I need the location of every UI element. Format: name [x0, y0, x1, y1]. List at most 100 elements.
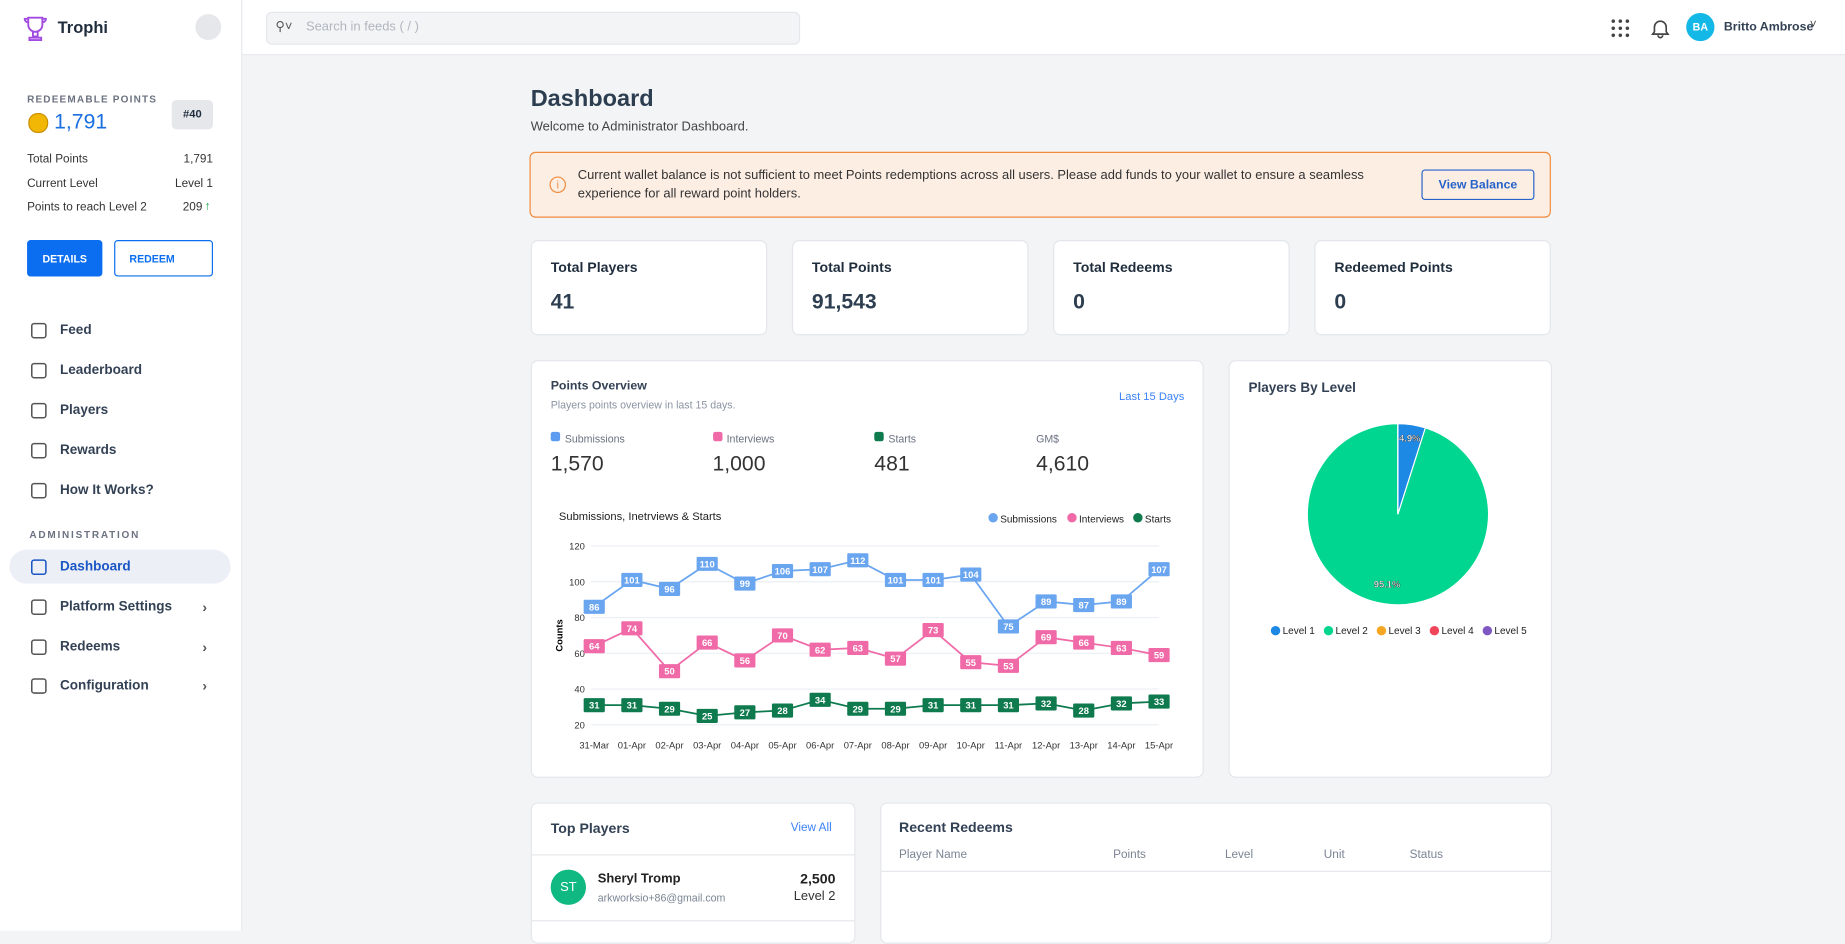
column-header: Level [1224, 848, 1254, 862]
series-line [593, 559, 1160, 628]
nav-label: Redeems [60, 639, 121, 654]
overview-title: Points Overview [550, 378, 647, 394]
point-label: 50 [664, 666, 674, 677]
x-tick-label: 12-Apr [1032, 739, 1060, 750]
nav-item-active[interactable]: Dashboard [9, 549, 231, 584]
summary-value: 1,000 [712, 451, 766, 476]
overview-subtitle-text: Players points overview in last 15 days. [550, 398, 736, 411]
stat-label: Points to reach Level 2 [27, 201, 147, 215]
legend-label: Level 4 [1441, 626, 1474, 637]
range-link[interactable]: Last 15 Days [1119, 390, 1185, 404]
nav-item[interactable]: Redeems › [9, 630, 230, 664]
nav-item[interactable]: Platform Settings › [9, 590, 230, 624]
point-label-box [1110, 696, 1132, 711]
point-label-box [621, 621, 643, 636]
point-label: 57 [890, 653, 900, 664]
stat-card [791, 240, 1029, 336]
chevron: › [202, 677, 208, 694]
nav-icon [31, 598, 47, 615]
summary-swatch [874, 431, 884, 442]
point-label: 56 [740, 655, 750, 666]
point-label-box [734, 705, 756, 720]
view-all-link[interactable]: View All [790, 821, 832, 835]
point-label-box [583, 639, 605, 654]
point-label-box [884, 701, 907, 716]
stat-card [530, 240, 768, 336]
point-label: 112 [850, 555, 865, 566]
nav-item[interactable]: Configuration › [9, 668, 230, 702]
x-tick-label: 06-Apr [806, 739, 834, 750]
player-name[interactable]: Sheryl Tromp [597, 871, 681, 887]
point-label-box [922, 698, 944, 713]
point-label-box [809, 692, 831, 707]
legend-marker [1429, 626, 1440, 636]
legend-marker [1323, 626, 1334, 636]
y-axis-label: Counts [553, 619, 564, 651]
y-tick-label: 120 [569, 541, 585, 552]
apps-icon[interactable] [1611, 19, 1630, 38]
column-header: Player Name [898, 848, 968, 862]
nav-label: Feed [60, 323, 92, 338]
points-label: REDEEMABLE POINTS [27, 92, 158, 105]
nav-item[interactable]: Leaderboard [9, 353, 230, 387]
stat-value: 209 [182, 201, 203, 215]
nav-item[interactable]: Rewards [9, 433, 230, 467]
pie-label: 95.1% [1374, 579, 1401, 590]
details-button[interactable]: DETAILS [27, 240, 103, 277]
point-label-box [1110, 594, 1132, 609]
point-label-box [922, 572, 944, 588]
x-tick-label: 04-Apr [731, 739, 759, 750]
chart-title: Submissions, Inetrviews & Starts [559, 511, 722, 523]
nav-item[interactable]: Feed [9, 313, 230, 347]
search-box[interactable] [265, 11, 801, 45]
legend-label: Starts [1145, 514, 1171, 525]
page-title: Dashboard [530, 85, 654, 112]
x-tick-label: 14-Apr [1107, 739, 1135, 750]
legend-marker [1270, 626, 1281, 636]
nav-item[interactable]: Players [9, 393, 230, 427]
nav-label: Platform Settings [60, 599, 173, 614]
nav-item[interactable]: How It Works? [9, 473, 230, 507]
nav-icon [31, 442, 47, 458]
chevron: › [202, 638, 208, 655]
point-label: 27 [740, 707, 750, 718]
point-label-box [884, 651, 907, 666]
point-label: 89 [1116, 596, 1126, 607]
point-label: 107 [812, 564, 828, 575]
rank-badge: #40 [171, 100, 213, 130]
legend-label: Interviews [1079, 514, 1124, 525]
avatar[interactable]: BA [1686, 12, 1715, 42]
point-label: 28 [777, 705, 787, 716]
stat-card-label: Total Points [811, 258, 892, 276]
point-label: 66 [1079, 637, 1089, 648]
redeem-button[interactable]: REDEEM [114, 240, 213, 277]
point-label: 32 [1116, 698, 1126, 709]
top-players-title: Top Players [550, 820, 630, 837]
player-level: Level 2 [793, 889, 836, 904]
view-balance-button[interactable]: View Balance [1421, 169, 1535, 201]
player-avatar: ST [550, 869, 586, 905]
user-name[interactable]: Britto Ambrose [1723, 20, 1814, 35]
point-label-box [809, 562, 831, 577]
point-label-box [771, 563, 794, 579]
y-tick-label: 20 [574, 719, 584, 730]
bell-icon[interactable] [1651, 18, 1670, 39]
alert-icon: i [549, 176, 566, 193]
point-label-box [960, 698, 982, 713]
point-label: 31 [966, 700, 976, 711]
point-label-box [696, 635, 718, 650]
point-label-box [1148, 694, 1170, 709]
alert [529, 151, 1551, 218]
section-label: ADMINISTRATION [29, 528, 141, 541]
y-tick-label: 60 [574, 648, 584, 659]
nav-icon [31, 638, 47, 655]
chevron: › [202, 598, 208, 615]
stat-card-label: Total Players [550, 258, 638, 276]
stat-card-value: 0 [1334, 289, 1347, 314]
theme-toggle[interactable] [195, 14, 222, 41]
x-tick-label: 08-Apr [881, 739, 909, 750]
point-label: 59 [1154, 650, 1164, 661]
legend-label: Level 5 [1494, 626, 1527, 637]
summary-name: GM$ [1036, 433, 1060, 445]
